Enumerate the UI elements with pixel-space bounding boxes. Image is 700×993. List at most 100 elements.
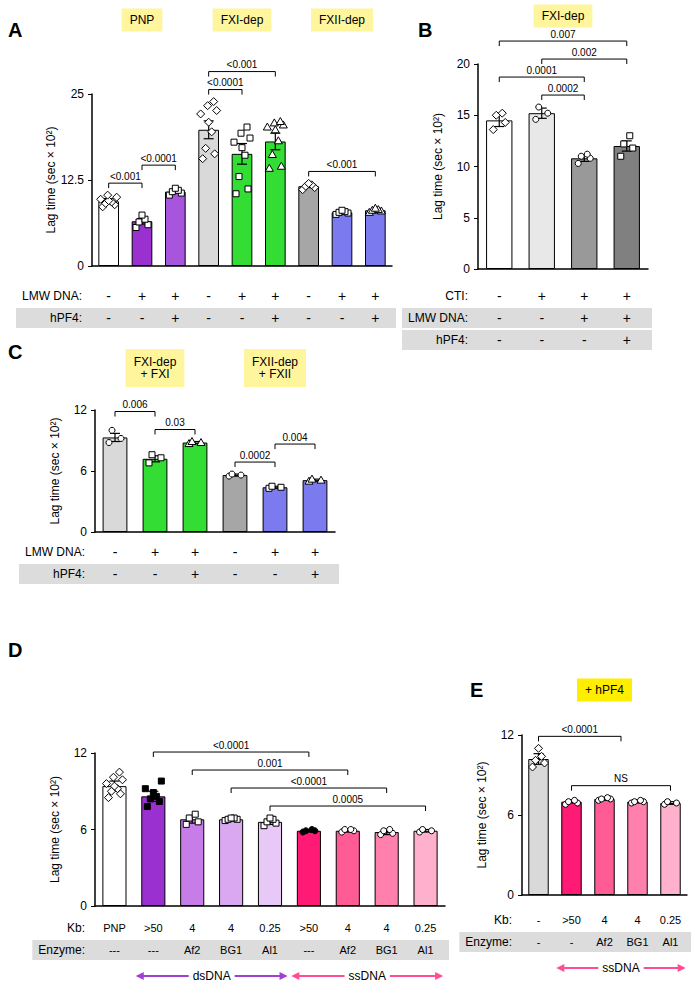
svg-text:0.25: 0.25: [415, 922, 436, 934]
svg-text:<0.001: <0.001: [227, 59, 258, 70]
svg-text:Kb:: Kb:: [494, 913, 512, 927]
svg-text:0.0002: 0.0002: [240, 450, 271, 461]
svg-text:0: 0: [507, 888, 514, 902]
svg-text:4: 4: [228, 922, 234, 934]
svg-text:+: +: [371, 310, 379, 326]
svg-text:PNP: PNP: [103, 922, 126, 934]
svg-text:LMW DNA:: LMW DNA:: [22, 289, 82, 303]
svg-text:>50: >50: [144, 922, 163, 934]
svg-text:+ FXI: + FXI: [140, 367, 169, 381]
svg-text:+: +: [538, 288, 546, 304]
svg-text:+: +: [371, 288, 379, 304]
svg-text:Al1: Al1: [418, 944, 434, 956]
svg-text:Lag time (sec × 10²): Lag time (sec × 10²): [44, 126, 58, 233]
svg-text:---: ---: [109, 944, 120, 956]
svg-text:0.03: 0.03: [165, 417, 185, 428]
svg-text:+: +: [580, 288, 588, 304]
svg-text:0.0005: 0.0005: [332, 794, 363, 805]
svg-text:>50: >50: [300, 922, 319, 934]
svg-text:+: +: [138, 288, 146, 304]
svg-text:0.25: 0.25: [259, 922, 280, 934]
svg-text:LMW DNA:: LMW DNA:: [408, 311, 468, 325]
svg-text:Kb:: Kb:: [67, 921, 85, 935]
svg-text:0: 0: [80, 899, 87, 913]
svg-text:Af2: Af2: [340, 944, 357, 956]
svg-text:Af2: Af2: [596, 936, 613, 948]
svg-text:-: -: [306, 288, 311, 304]
svg-text:Al1: Al1: [663, 936, 679, 948]
svg-text:6: 6: [80, 464, 87, 478]
svg-text:6: 6: [80, 823, 87, 837]
svg-text:+ hPF4: + hPF4: [585, 683, 624, 697]
svg-text:+: +: [151, 544, 159, 560]
svg-text:+: +: [191, 544, 199, 560]
svg-text:-: -: [140, 310, 145, 326]
svg-text:+: +: [311, 566, 319, 582]
svg-text:+: +: [271, 288, 279, 304]
svg-text:-: -: [233, 544, 238, 560]
svg-text:---: ---: [148, 944, 159, 956]
svg-text:+: +: [271, 310, 279, 326]
svg-text:0.002: 0.002: [572, 47, 597, 58]
svg-text:-: -: [106, 288, 111, 304]
svg-text:12: 12: [74, 403, 88, 417]
svg-text:Enzyme:: Enzyme:: [38, 943, 85, 957]
svg-text:+ FXII: + FXII: [259, 367, 291, 381]
svg-text:<0.0001: <0.0001: [207, 77, 244, 88]
svg-text:FXI-dep: FXI-dep: [221, 13, 264, 27]
svg-text:12: 12: [501, 728, 515, 742]
svg-text:6: 6: [507, 808, 514, 822]
svg-text:+: +: [623, 332, 631, 348]
svg-text:0.004: 0.004: [282, 432, 307, 443]
svg-text:+: +: [271, 544, 279, 560]
svg-text:+: +: [238, 288, 246, 304]
svg-text:-: -: [497, 288, 502, 304]
svg-text:Lag time (sec × 10²): Lag time (sec × 10²): [475, 761, 489, 868]
svg-text:BG1: BG1: [220, 944, 242, 956]
svg-text:Af2: Af2: [184, 944, 201, 956]
svg-text:Al1: Al1: [262, 944, 278, 956]
svg-text:4: 4: [384, 922, 390, 934]
svg-text:-: -: [273, 566, 278, 582]
svg-text:Lag time (sec × 10²): Lag time (sec × 10²): [431, 113, 445, 220]
svg-text:0.001: 0.001: [257, 758, 282, 769]
svg-text:-: -: [497, 310, 502, 326]
svg-text:+: +: [623, 288, 631, 304]
svg-text:4: 4: [345, 922, 351, 934]
svg-text:0.25: 0.25: [660, 914, 681, 926]
svg-text:---: ---: [303, 944, 314, 956]
svg-text:25: 25: [71, 87, 85, 101]
svg-text:4: 4: [189, 922, 195, 934]
svg-text:ssDNA: ssDNA: [602, 961, 639, 975]
svg-text:0.007: 0.007: [550, 29, 575, 40]
svg-text:20: 20: [457, 57, 471, 71]
svg-text:D: D: [8, 639, 22, 661]
svg-text:BG1: BG1: [626, 936, 648, 948]
svg-text:0.0002: 0.0002: [548, 83, 579, 94]
svg-text:hPF4:: hPF4:: [50, 311, 82, 325]
svg-text:hPF4:: hPF4:: [53, 567, 85, 581]
svg-text:CTI:: CTI:: [445, 289, 468, 303]
svg-text:-: -: [537, 914, 541, 926]
svg-text:12.5: 12.5: [61, 173, 85, 187]
svg-text:NS: NS: [614, 773, 628, 784]
svg-text:-: -: [106, 310, 111, 326]
svg-text:-: -: [306, 310, 311, 326]
svg-text:-: -: [497, 332, 502, 348]
svg-text:12: 12: [74, 746, 88, 760]
svg-text:0.0001: 0.0001: [526, 65, 557, 76]
svg-text:E: E: [470, 679, 483, 701]
svg-text:+: +: [171, 288, 179, 304]
svg-text:0.006: 0.006: [122, 399, 147, 410]
svg-text:-: -: [113, 566, 118, 582]
svg-text:LMW DNA:: LMW DNA:: [25, 545, 85, 559]
svg-text:+: +: [338, 288, 346, 304]
svg-text:-: -: [206, 310, 211, 326]
svg-text:4: 4: [601, 914, 607, 926]
svg-text:<0.0001: <0.0001: [213, 740, 250, 751]
svg-text:-: -: [537, 936, 541, 948]
svg-text:<0.001: <0.001: [327, 159, 358, 170]
svg-text:10: 10: [457, 160, 471, 174]
svg-text:B: B: [418, 19, 432, 41]
svg-text:-: -: [570, 936, 574, 948]
